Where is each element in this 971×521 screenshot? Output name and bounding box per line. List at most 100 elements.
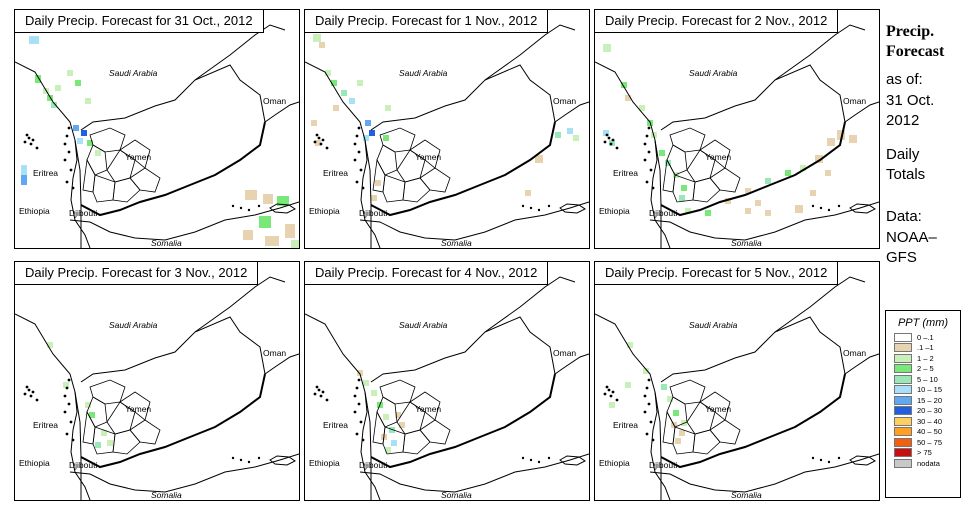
legend-label: 30 – 40 (917, 416, 943, 426)
sidebar-source-2: GFS (886, 249, 917, 266)
rainfall-cell (243, 230, 253, 240)
panel-title: Daily Precip. Forecast for 5 Nov., 2012 (595, 262, 839, 285)
rainfall-cell (849, 135, 857, 143)
island (23, 140, 27, 144)
island (605, 133, 609, 137)
rainfall-cell (639, 105, 645, 111)
panel-title: Daily Precip. Forecast for 4 Nov., 2012 (305, 262, 549, 285)
boundary-line (844, 101, 879, 123)
island (645, 180, 649, 184)
island (819, 458, 823, 462)
island (317, 136, 321, 140)
legend-label: 20 – 30 (917, 406, 943, 416)
island (603, 140, 607, 144)
rainfall-cell (685, 208, 691, 214)
rainfall-cell (371, 390, 377, 396)
rainfall-cell (89, 412, 95, 418)
legend-swatch (894, 332, 912, 342)
boundary-line (660, 64, 846, 131)
boundary-line (359, 201, 589, 241)
island (609, 142, 613, 146)
legend-label: 50 – 75 (917, 437, 943, 447)
boundary-line (554, 353, 589, 375)
legend-swatch (894, 427, 912, 437)
rainfall-layer (603, 44, 857, 216)
forecast-panel-3-nov: Daily Precip. Forecast for 3 Nov., 2012 … (14, 261, 300, 501)
island (645, 386, 649, 390)
island (247, 208, 251, 212)
boundary-line (370, 316, 556, 383)
island (239, 458, 243, 462)
governorate-border (419, 167, 451, 193)
rainfall-cell (603, 44, 611, 52)
boundaries-layer (15, 24, 299, 248)
boundary-line (15, 61, 82, 248)
governorate-border (686, 149, 716, 183)
governorate-border (379, 379, 416, 405)
legend-item: 0 –.1 (894, 332, 960, 343)
map-label-eritrea: Eritrea (613, 168, 639, 178)
map-label-ethiopia: Ethiopia (309, 206, 340, 216)
rainfall-cell (85, 402, 91, 408)
map-canvas (15, 24, 299, 248)
legend-label: 5 – 10 (917, 374, 938, 384)
legend-swatch (894, 364, 912, 374)
rainfall-cell (535, 155, 543, 163)
boundary-line (649, 201, 879, 241)
island (643, 410, 647, 414)
island (25, 133, 29, 137)
sidebar-asof: as of: (886, 71, 923, 88)
governorate-border (106, 149, 136, 183)
governorate-border (396, 149, 426, 183)
legend-item: nodata (894, 458, 960, 469)
island (615, 398, 619, 402)
boundary-line (774, 24, 866, 81)
boundary-line (69, 453, 299, 493)
legend-label: .1 –1 (917, 343, 934, 353)
islands-layer (603, 126, 876, 214)
rainfall-cell (705, 210, 711, 216)
map-label-somalia: Somalia (151, 490, 182, 500)
boundary-line (650, 139, 671, 248)
governorate-border (382, 174, 406, 203)
map-label-djibouti: Djibouti (649, 460, 678, 470)
governorate-border (106, 401, 136, 435)
island (63, 410, 67, 414)
governorate-border (402, 177, 431, 203)
boundary-line (70, 139, 91, 248)
island (231, 204, 235, 208)
map-canvas (595, 276, 879, 500)
rainfall-cell (333, 105, 339, 111)
rainfall-cell (357, 80, 363, 86)
governorate-border (692, 177, 721, 203)
island (651, 186, 655, 190)
island (819, 206, 823, 210)
rainfall-cell (395, 412, 401, 418)
governorate-border (666, 144, 688, 176)
rainfall-cell (785, 170, 791, 176)
map-label-eritrea: Eritrea (613, 420, 639, 430)
boundary-line (649, 453, 879, 493)
island (23, 392, 27, 396)
island (521, 204, 525, 208)
rainfall-cell (679, 195, 685, 201)
island (353, 142, 357, 146)
rainfall-cell (325, 70, 331, 76)
island (521, 456, 525, 460)
map-canvas (595, 24, 879, 248)
island (359, 420, 363, 424)
island (355, 432, 359, 436)
island (811, 204, 815, 208)
socotra-island (269, 203, 296, 214)
legend-swatch (894, 343, 912, 353)
boundary-line (844, 353, 879, 375)
map-label-yemen: Yemen (125, 404, 152, 414)
rainfall-cell (661, 384, 667, 390)
legend-swatch (894, 385, 912, 395)
boundaries-layer (305, 24, 589, 248)
rainfall-cell (795, 205, 803, 213)
rainfall-cell (765, 210, 771, 216)
island (361, 438, 365, 442)
rainfall-cell (363, 135, 369, 141)
legend-item: > 75 (894, 448, 960, 459)
